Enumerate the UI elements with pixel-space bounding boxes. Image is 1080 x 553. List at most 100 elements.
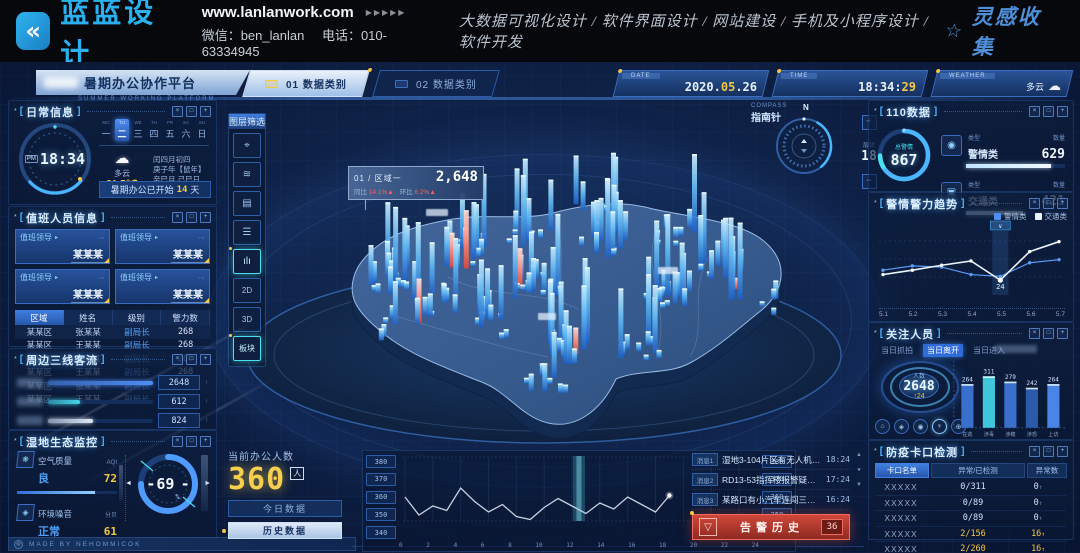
expand-icon[interactable]: + bbox=[200, 354, 211, 365]
weekday-cell[interactable]: MO 一 bbox=[101, 120, 111, 139]
website-link[interactable]: www.lanlanwork.com bbox=[201, 3, 354, 21]
layer-bar-chart-button[interactable]: ılı bbox=[229, 247, 261, 274]
flow-fill bbox=[48, 399, 80, 404]
weekday-cell[interactable]: TH 四 bbox=[149, 120, 159, 139]
duty-card[interactable]: 值班领导 ▸ ⋯ 某某某 bbox=[15, 229, 110, 264]
window-icon[interactable]: □ bbox=[1043, 106, 1054, 117]
layer-list-button[interactable]: ☰ bbox=[233, 220, 261, 245]
window-icon[interactable]: □ bbox=[186, 212, 197, 223]
scroll-up-icon[interactable]: ▲ bbox=[856, 452, 862, 458]
expand-icon[interactable]: + bbox=[200, 106, 211, 117]
window-icon[interactable]: □ bbox=[1043, 446, 1054, 457]
table-row[interactable]: XXXXX 2/156 16↑ bbox=[875, 527, 1067, 542]
expand-icon[interactable]: + bbox=[200, 212, 211, 223]
duty-level: 副局长 bbox=[124, 340, 150, 351]
compass-dial[interactable] bbox=[773, 115, 835, 177]
window-icon[interactable]: □ bbox=[186, 436, 197, 447]
window-icon[interactable]: □ bbox=[1043, 328, 1054, 339]
more-icon[interactable]: ⋯ bbox=[98, 274, 105, 282]
today-data-button[interactable]: 今日数据 bbox=[228, 500, 342, 517]
duty-col-header[interactable]: 级别 bbox=[112, 310, 162, 325]
expand-icon[interactable]: + bbox=[1057, 446, 1068, 457]
checkpoint-col-header[interactable]: 卡口名单 bbox=[875, 463, 929, 478]
table-row[interactable]: XXXXX 0/311 0↑ bbox=[875, 480, 1067, 496]
window-icon[interactable]: □ bbox=[186, 354, 197, 365]
weekday-cell[interactable]: TU 二 bbox=[115, 119, 129, 141]
duty-card[interactable]: 值班领导 ▸ ⋯ 某某某 bbox=[115, 229, 210, 264]
inspiration-collect[interactable]: ☆ 灵感收集 bbox=[943, 1, 1052, 61]
summer-notice-banner: 暑期办公已开始 14 天 bbox=[99, 181, 211, 198]
alert-history-button[interactable]: ▽ 告警历史 36 bbox=[690, 511, 850, 540]
layer-grid-button[interactable]: ▤ bbox=[233, 191, 261, 216]
weekday-cell[interactable]: WE 三 bbox=[133, 120, 143, 139]
close-icon[interactable]: × bbox=[172, 354, 183, 365]
tab-data-category-2[interactable]: 02 数据类别 bbox=[372, 70, 500, 97]
layer-2d-button[interactable]: 2D bbox=[233, 278, 261, 303]
alert-item[interactable]: 消息2 RD13-53指挥楼报警疑似火灾 17:24 bbox=[692, 470, 850, 490]
metric-air-quality: ❋ 空气质量良 AQI 72 bbox=[16, 451, 117, 494]
close-icon[interactable]: × bbox=[1029, 328, 1040, 339]
person-icon[interactable]: ♀ bbox=[932, 419, 947, 434]
duty-col-header[interactable]: 姓名 bbox=[63, 310, 113, 325]
more-icon[interactable]: ⋯ bbox=[98, 234, 105, 242]
weekday-cell[interactable]: SU 日 bbox=[197, 120, 207, 139]
scroll-thumb[interactable]: ● bbox=[857, 467, 861, 473]
layer-location-button[interactable]: ⌖ bbox=[233, 133, 261, 158]
close-icon[interactable]: × bbox=[172, 106, 183, 117]
checkpoint-col-header[interactable]: 异常/已检测 bbox=[931, 463, 1025, 478]
weekday-cell[interactable]: SA 六 bbox=[181, 120, 191, 139]
duty-person: 王某某 bbox=[75, 340, 101, 351]
duty-col-header[interactable]: 区域 bbox=[15, 310, 64, 325]
map-3d-container[interactable] bbox=[238, 117, 850, 462]
city-map-3d[interactable] bbox=[238, 117, 850, 462]
tick-icon: ↑ bbox=[205, 417, 208, 424]
gauge-right-arrow[interactable]: ► bbox=[204, 480, 211, 487]
focus-tab[interactable]: 当日进入 bbox=[973, 346, 1005, 355]
expand-icon[interactable]: + bbox=[1057, 328, 1068, 339]
tab-data-category-1[interactable]: 01 数据类别 bbox=[242, 70, 370, 97]
svg-text:24: 24 bbox=[996, 283, 1004, 291]
layer-3d-button[interactable]: 3D bbox=[233, 307, 261, 332]
layer-block-button[interactable]: 板块 bbox=[229, 334, 261, 361]
more-icon[interactable]: ⋯ bbox=[198, 274, 205, 282]
target-icon[interactable]: ◉ bbox=[913, 419, 928, 434]
redacted-label bbox=[17, 397, 43, 406]
more-icon[interactable]: ⋯ bbox=[198, 234, 205, 242]
expand-icon[interactable]: + bbox=[200, 436, 211, 447]
focus-tab[interactable]: 当日抓拍 bbox=[881, 346, 913, 355]
checkpoint-name: XXXXX bbox=[884, 544, 918, 553]
close-icon[interactable]: × bbox=[172, 436, 183, 447]
window-icon[interactable]: □ bbox=[1043, 198, 1054, 209]
duty-level: 副局长 bbox=[124, 326, 150, 337]
checkpoint-col-header[interactable]: 异常数 bbox=[1027, 463, 1067, 478]
weekday-cell[interactable]: FR 五 bbox=[165, 120, 175, 139]
table-row[interactable]: XXXXX 2/260 16↑ bbox=[875, 542, 1067, 553]
duty-col-header[interactable]: 警力数 bbox=[161, 310, 210, 325]
alarm-type-row: ◉ 类型 警情类 数量 629 bbox=[941, 127, 1065, 168]
gauge-left-arrow[interactable]: ◄ bbox=[125, 480, 132, 487]
alert-item[interactable]: 消息3 某路口有小汽车连闯三个红灯 16:24 bbox=[692, 490, 850, 510]
home-icon[interactable]: ⌂ bbox=[875, 419, 890, 434]
layer-signal-button[interactable]: ≋ bbox=[233, 162, 261, 187]
scroll-down-icon[interactable]: ▼ bbox=[856, 482, 862, 488]
grid-icon[interactable]: ◈ bbox=[894, 419, 909, 434]
table-row[interactable]: XXXXX 0/89 0↑ bbox=[875, 511, 1067, 527]
alert-scrollbar[interactable]: ▲ ● ▼ bbox=[854, 452, 864, 488]
table-row[interactable]: 某某区 张某某 副局长 268 bbox=[15, 325, 210, 339]
history-data-button[interactable]: 历史数据 bbox=[228, 522, 342, 539]
x-tick: 12 bbox=[566, 542, 574, 549]
duty-card[interactable]: 值班领导 ▸ ⋯ 某某某 bbox=[115, 269, 210, 304]
close-icon[interactable]: × bbox=[1029, 106, 1040, 117]
window-icon[interactable]: □ bbox=[186, 106, 197, 117]
close-icon[interactable]: × bbox=[1029, 198, 1040, 209]
alert-item[interactable]: 消息1 湿地3-104片区有无人机闯入 18:24 bbox=[692, 450, 850, 470]
legend-swatch bbox=[1034, 213, 1042, 220]
expand-icon[interactable]: + bbox=[1057, 198, 1068, 209]
close-icon[interactable]: × bbox=[1029, 446, 1040, 457]
table-row[interactable]: 某某区 王某某 副局长 268 bbox=[15, 339, 210, 353]
table-row[interactable]: XXXXX 0/89 0↑ bbox=[875, 496, 1067, 511]
duty-card[interactable]: 值班领导 ▸ ⋯ 某某某 bbox=[15, 269, 110, 304]
close-icon[interactable]: × bbox=[172, 212, 183, 223]
focus-tab[interactable]: 当日离开 bbox=[923, 344, 963, 357]
expand-icon[interactable]: + bbox=[1057, 106, 1068, 117]
